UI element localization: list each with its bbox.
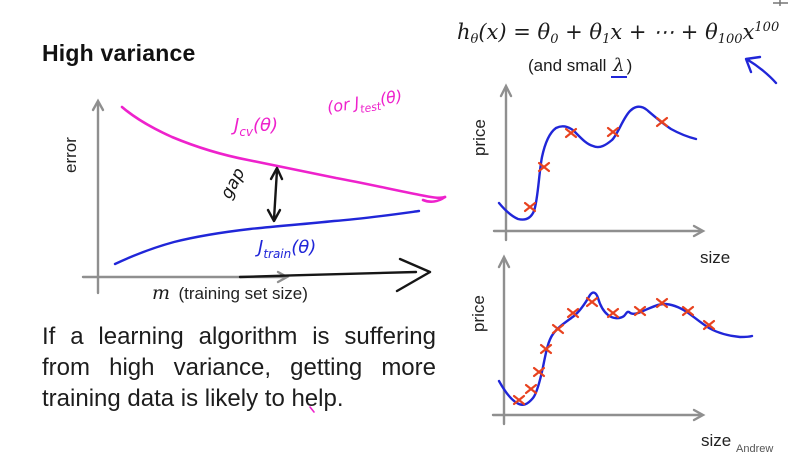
x-marker-icon bbox=[564, 127, 578, 139]
jcv-curve bbox=[120, 105, 447, 200]
formula-seg1: (x) = θ bbox=[478, 20, 551, 44]
price-axis-label-bottom: price bbox=[469, 295, 488, 332]
body-paragraph: If a learning algorithm is suffering fro… bbox=[42, 323, 436, 412]
x-marker-icon bbox=[524, 383, 538, 395]
gap-arrow-bottom-head bbox=[266, 208, 282, 223]
x-marker-icon bbox=[537, 161, 551, 173]
jcv-curve-end-flourish bbox=[421, 195, 447, 203]
size-axis-label-bottom: size bbox=[701, 431, 731, 450]
formula-h-sub: θ bbox=[470, 32, 479, 47]
x-marker-icon bbox=[655, 116, 669, 128]
x-marker-icon bbox=[566, 307, 580, 319]
gap-double-arrow bbox=[266, 166, 284, 223]
magenta-speck bbox=[309, 406, 315, 413]
fit-chart-bottom-axes bbox=[491, 254, 706, 426]
jtrain-curve bbox=[113, 209, 421, 266]
note-suffix: ) bbox=[626, 56, 633, 75]
error-axis-label: error bbox=[61, 137, 80, 173]
formula-seg3: x + ⋯ + θ bbox=[610, 20, 718, 44]
credit-text: Andrew bbox=[736, 443, 774, 455]
data-points-top bbox=[523, 116, 669, 213]
jcv-label: Jcv(θ) bbox=[231, 115, 278, 139]
x-marker-icon bbox=[633, 305, 647, 317]
data-points-bottom bbox=[512, 296, 716, 406]
jtest-rest: (θ) bbox=[379, 86, 404, 108]
x-marker-icon bbox=[606, 126, 620, 138]
overfit-curve-top bbox=[497, 105, 698, 221]
x-marker-icon bbox=[702, 319, 716, 331]
training-set-size-label: m (training set size) bbox=[152, 282, 308, 304]
x-marker-icon bbox=[681, 305, 695, 317]
jtrain-main: J bbox=[255, 237, 263, 258]
x-marker-icon bbox=[512, 394, 526, 406]
jtrain-label: Jtrain(θ) bbox=[255, 237, 316, 261]
x-axis-arrowhead bbox=[692, 408, 706, 422]
x-axis-arrowhead bbox=[276, 270, 290, 284]
x-marker-icon bbox=[539, 343, 553, 355]
jtrain-sub: train bbox=[263, 247, 291, 261]
learning-curve-chart: error m (training set size) gap Jcv(θ) (… bbox=[61, 86, 447, 304]
formula-sub100: 100 bbox=[717, 32, 743, 47]
blue-annotation-arrow-icon bbox=[744, 55, 778, 85]
formula-seg4: x bbox=[742, 20, 755, 44]
note-prefix: (and small bbox=[528, 56, 612, 75]
fit-chart-bottom: price size bbox=[469, 254, 754, 450]
x-marker-icon bbox=[551, 323, 565, 335]
gap-arrow-top-head bbox=[269, 166, 284, 181]
x-marker-icon bbox=[585, 296, 599, 308]
overfit-curve-bottom bbox=[497, 291, 754, 406]
jtest-prefix: (or J bbox=[326, 93, 361, 117]
formula-sub0: 0 bbox=[550, 32, 559, 47]
jcv-sub: cv bbox=[239, 125, 254, 139]
x-marker-icon bbox=[655, 297, 669, 309]
formula-sub1: 1 bbox=[602, 32, 611, 47]
corner-cursor-mark bbox=[773, 0, 788, 6]
fit-chart-top-axes bbox=[492, 83, 706, 242]
x-axis-arrowhead bbox=[692, 224, 706, 238]
page-title: High variance bbox=[42, 40, 196, 66]
gap-label: gap bbox=[217, 165, 250, 203]
m-variable: m bbox=[152, 282, 170, 304]
hand-drawn-axis-extension-arrow bbox=[238, 257, 432, 293]
jtest-label: (or Jtest(θ) bbox=[326, 86, 404, 121]
jcv-rest: (θ) bbox=[253, 115, 278, 136]
fit-chart-top: price size bbox=[470, 83, 730, 267]
formula-h: h bbox=[457, 20, 471, 44]
hypothesis-formula: hθ(x) = θ0 + θ1x + ⋯ + θ100x100 bbox=[457, 20, 779, 47]
x-marker-icon bbox=[532, 366, 546, 378]
jtrain-rest: (θ) bbox=[291, 237, 316, 258]
gap-arrow-shaft bbox=[272, 168, 279, 221]
formula-sup100: 100 bbox=[754, 20, 780, 35]
price-axis-label-top: price bbox=[470, 119, 489, 156]
size-axis-label-top: size bbox=[700, 248, 730, 267]
x-marker-icon bbox=[606, 307, 620, 319]
jcv-main: J bbox=[231, 115, 239, 136]
lambda-symbol: λ bbox=[611, 55, 627, 78]
y-axis-arrowhead bbox=[91, 98, 105, 112]
y-axis-arrowhead bbox=[499, 83, 513, 98]
formula-seg2: + θ bbox=[558, 20, 603, 44]
y-axis-arrowhead bbox=[497, 254, 511, 269]
training-set-size-text: (training set size) bbox=[178, 284, 307, 303]
small-lambda-note: (and small λ) bbox=[528, 55, 633, 78]
x-marker-icon bbox=[523, 201, 537, 213]
jtest-sub: test bbox=[359, 100, 383, 116]
